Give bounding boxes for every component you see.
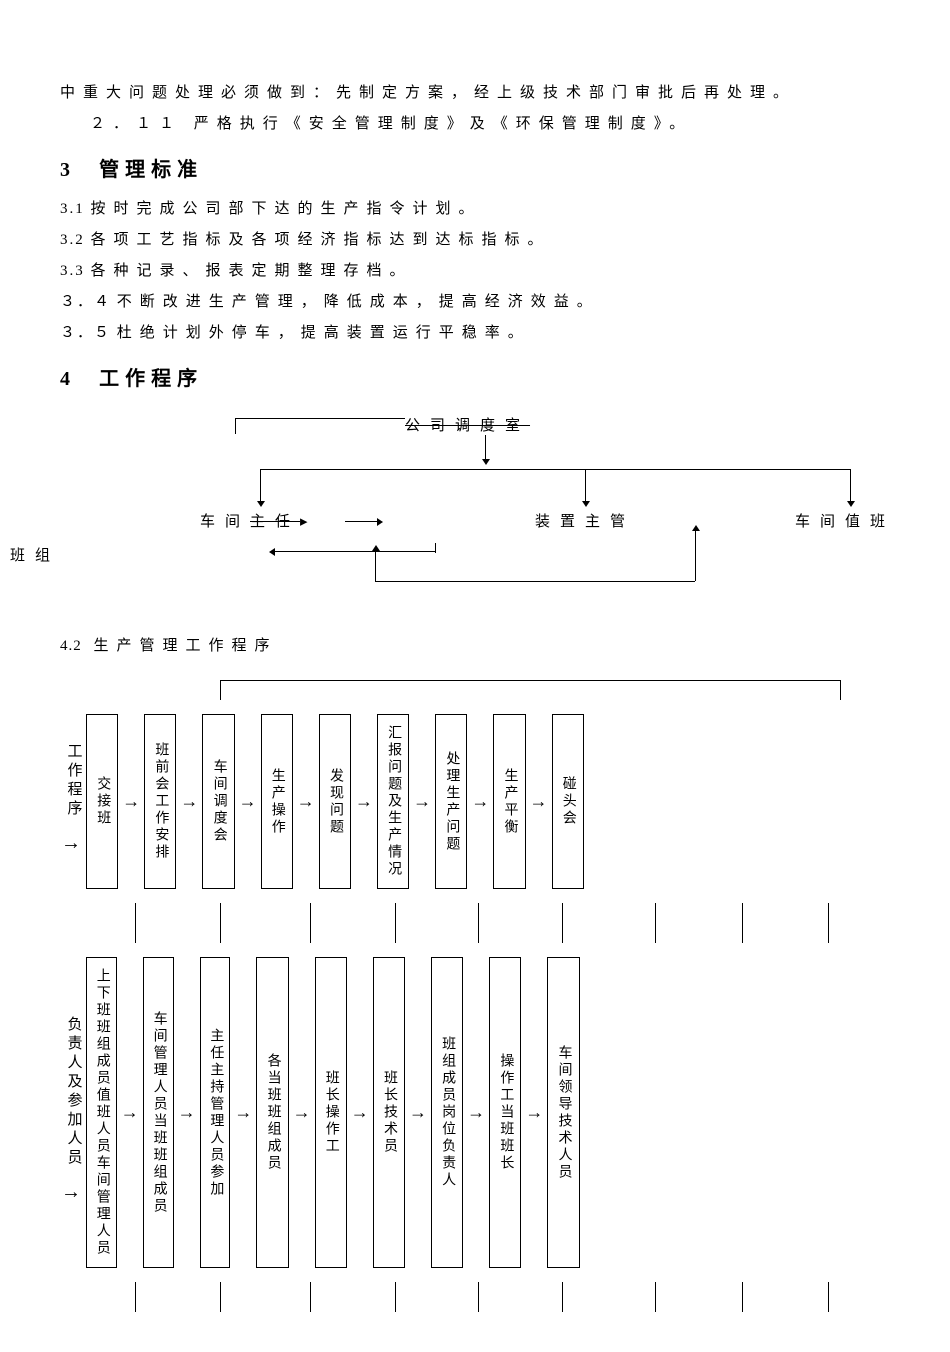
section4-num: 4 bbox=[60, 368, 76, 390]
fc2-box: 交接班 bbox=[86, 714, 118, 889]
fc2-box: 发现问题 bbox=[319, 714, 351, 889]
fc2-arrow-icon: → bbox=[230, 957, 256, 1268]
section3-item-num: ３．５ bbox=[60, 325, 117, 341]
fc2-box: 各当班班组成员 bbox=[256, 957, 288, 1268]
fc2-arrow-icon: → bbox=[463, 957, 489, 1268]
fc2-box: 车间调度会 bbox=[202, 714, 234, 889]
fc2-box: 主任主持管理人员参加 bbox=[200, 957, 231, 1268]
section42-num: 4.2 bbox=[60, 638, 82, 654]
fc1-top-text: 公司调度室 bbox=[405, 418, 530, 434]
fc2-box: 处理生产问题 bbox=[435, 714, 467, 889]
fc2-box: 车间管理人员当班班组成员 bbox=[143, 957, 174, 1268]
fc2-box: 碰头会 bbox=[552, 714, 584, 889]
fc1-node-top: 公司调度室 bbox=[405, 413, 530, 440]
fc2-mid-connectors bbox=[90, 903, 880, 943]
fc2-top-bracket bbox=[90, 680, 880, 700]
fc2-arrow-icon: → bbox=[526, 714, 552, 889]
fc2-arrow-icon: → bbox=[467, 714, 493, 889]
fc2-arrow-icon: → bbox=[409, 714, 435, 889]
fc2-box: 操作工当班班长 bbox=[489, 957, 521, 1268]
fc2-row2: 负责人及参加人员 → 上下班班组成员值班人员车间管理人员→车间管理人员当班班组成… bbox=[60, 943, 880, 1282]
flowchart2: 工作程序 → 交接班→班前会工作安排→车间调度会→生产操作→发现问题→汇报问题及… bbox=[60, 680, 880, 1312]
section3-item-num: 3.3 bbox=[60, 263, 91, 279]
section42-text: 生产管理工作程序 bbox=[94, 638, 278, 654]
intro-line1: 中重大问题处理必须做到：先制定方案，经上级技术部门审批后再处理。 bbox=[60, 80, 890, 107]
fc2-arrow-icon: → bbox=[521, 957, 547, 1268]
fc2-arrow-icon: → bbox=[235, 714, 261, 889]
fc2-row1: 工作程序 → 交接班→班前会工作安排→车间调度会→生产操作→发现问题→汇报问题及… bbox=[60, 700, 880, 903]
fc1-node-right: 车间值班 bbox=[795, 509, 895, 536]
section3-item: ３．４ 不断改进生产管理，降低成本，提高经济效益。 bbox=[60, 289, 890, 316]
fc1-node-left: 车间主任▸ bbox=[200, 509, 308, 536]
section3-item-text: 各种记录、报表定期整理存档。 bbox=[91, 263, 413, 279]
fc2-arrow-icon: → bbox=[351, 714, 377, 889]
fc2-arrow-icon: → bbox=[176, 714, 202, 889]
fc2-row1-label: 工作程序 → bbox=[60, 700, 86, 903]
fc2-arrow-icon: → bbox=[347, 957, 373, 1268]
fc2-arrow-icon: → bbox=[405, 957, 431, 1268]
fc2-bottom-connectors bbox=[90, 1282, 880, 1312]
section3-item: 3.1 按时完成公司部下达的生产指令计划。 bbox=[60, 196, 890, 223]
fc2-row2-label: 负责人及参加人员 → bbox=[60, 943, 86, 1282]
fc2-box: 班组成员岗位负责人 bbox=[431, 957, 463, 1268]
section3-item-text: 各项工艺指标及各项经济指标达到达标指标。 bbox=[91, 232, 551, 248]
fc2-box: 生产操作 bbox=[261, 714, 293, 889]
fc2-row1-boxes: 交接班→班前会工作安排→车间调度会→生产操作→发现问题→汇报问题及生产情况→处理… bbox=[86, 700, 880, 903]
fc1-node-mid: 装置主管 bbox=[535, 509, 635, 536]
flowchart1: 公司调度室 车间主任▸ 装置主管 车间值班 班组 bbox=[65, 413, 885, 613]
section4-title: 工作程序 bbox=[99, 368, 203, 390]
fc2-arrow-icon: → bbox=[174, 957, 200, 1268]
fc2-box: 班长操作工 bbox=[315, 957, 347, 1268]
fc2-arrow-icon: → bbox=[117, 957, 143, 1268]
fc2-box: 车间领导技术人员 bbox=[547, 957, 579, 1268]
section3-item-text: 不断改进生产管理，降低成本，提高经济效益。 bbox=[117, 294, 600, 310]
fc1-node-bottom: 班组 bbox=[10, 543, 60, 570]
fc2-arrow-icon: → bbox=[293, 714, 319, 889]
section3-item-num: 3.1 bbox=[60, 201, 91, 217]
section4-heading: 4 工作程序 bbox=[60, 361, 890, 397]
section3-item: 3.3 各种记录、报表定期整理存档。 bbox=[60, 258, 890, 285]
fc2-arrow-icon: → bbox=[289, 957, 315, 1268]
intro-line2: ２．１１ 严格执行《安全管理制度》及《环保管理制度》。 bbox=[60, 111, 890, 138]
fc2-box: 上下班班组成员值班人员车间管理人员 bbox=[86, 957, 117, 1268]
section42: 4.2 生产管理工作程序 bbox=[60, 633, 890, 660]
fc2-box: 班前会工作安排 bbox=[144, 714, 176, 889]
section3-num: 3 bbox=[60, 159, 76, 181]
section3-item-text: 按时完成公司部下达的生产指令计划。 bbox=[91, 201, 482, 217]
fc2-box: 生产平衡 bbox=[493, 714, 525, 889]
section3-item-num: ３．４ bbox=[60, 294, 117, 310]
section3-item-num: 3.2 bbox=[60, 232, 91, 248]
section3-item: ３．５ 杜绝计划外停车，提高装置运行平稳率。 bbox=[60, 320, 890, 347]
fc2-row2-boxes: 上下班班组成员值班人员车间管理人员→车间管理人员当班班组成员→主任主持管理人员参… bbox=[86, 943, 880, 1282]
fc2-box: 班长技术员 bbox=[373, 957, 405, 1268]
section3-list: 3.1 按时完成公司部下达的生产指令计划。3.2 各项工艺指标及各项经济指标达到… bbox=[60, 196, 890, 347]
section3-item-text: 杜绝计划外停车，提高装置运行平稳率。 bbox=[117, 325, 531, 341]
section3-title: 管理标准 bbox=[99, 159, 203, 181]
section3-item: 3.2 各项工艺指标及各项经济指标达到达标指标。 bbox=[60, 227, 890, 254]
section3-heading: 3 管理标准 bbox=[60, 152, 890, 188]
fc2-arrow-icon: → bbox=[118, 714, 144, 889]
fc2-box: 汇报问题及生产情况 bbox=[377, 714, 409, 889]
